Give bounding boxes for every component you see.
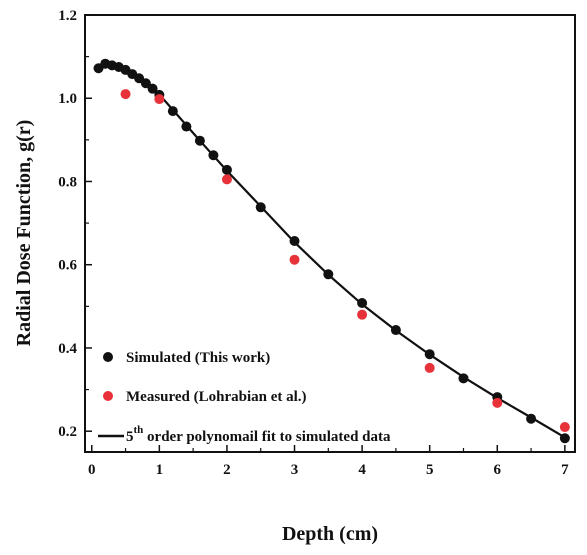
y-tick-label: 0.2 [58, 424, 77, 440]
fit-line-layer [98, 62, 566, 439]
plot-frame [84, 14, 576, 453]
simulated-point [140, 78, 151, 89]
measured-point [120, 89, 131, 100]
simulated-point [424, 349, 435, 360]
simulated-point [458, 373, 469, 384]
y-tick-label: 0.8 [58, 174, 77, 190]
simulated-point [526, 413, 537, 424]
fit-line [98, 62, 566, 439]
simulated-point [147, 83, 158, 94]
measured-point [424, 362, 435, 373]
legend-label-simulated: Simulated (This work) [126, 350, 270, 366]
legend-marker-simulated [103, 352, 113, 362]
simulated-point [255, 202, 266, 213]
x-tick-label: 2 [223, 462, 231, 478]
measured-point [559, 422, 570, 433]
legend-fit-rest: order polynomail fit to simulated data [143, 429, 391, 445]
simulated-point [390, 325, 401, 336]
simulated-point [357, 298, 368, 309]
x-tick-label: 6 [494, 462, 502, 478]
simulated-point [181, 121, 192, 132]
simulated-point [194, 135, 205, 146]
y-tick-label: 1.0 [58, 91, 77, 107]
measured-point [492, 397, 503, 408]
legend-label-measured: Measured (Lohrabian et al.) [126, 389, 307, 405]
legend-label-fit: 5th order polynomail fit to simulated da… [126, 424, 391, 445]
y-tick-label: 1.2 [58, 8, 77, 24]
x-tick-label: 4 [358, 462, 366, 478]
x-axis-title: Depth (cm) [282, 523, 378, 545]
legend-fit-number: 5 [126, 429, 134, 445]
axis-ticks: 0 1 2 3 4 5 6 7 0.2 0.4 0.6 0.8 1.0 1.2 [58, 8, 569, 478]
measured-point [357, 309, 368, 320]
y-tick-label: 0.6 [58, 258, 77, 274]
y-tick-label: 0.4 [58, 341, 77, 357]
x-tick-label: 5 [426, 462, 434, 478]
simulated-point [167, 106, 178, 117]
measured-point [154, 94, 165, 105]
data-points-layer [93, 58, 570, 444]
x-tick-label: 3 [291, 462, 299, 478]
y-axis-title: Radial Dose Function, g(r) [13, 120, 35, 347]
measured-point [221, 174, 232, 185]
simulated-point [221, 164, 232, 175]
simulated-point [208, 150, 219, 161]
measured-point [289, 254, 300, 265]
simulated-point [289, 235, 300, 246]
simulated-point [323, 269, 334, 280]
legend-marker-measured [103, 391, 113, 401]
legend: Simulated (This work) Measured (Lohrabia… [98, 350, 391, 445]
x-tick-label: 1 [156, 462, 164, 478]
x-tick-label: 0 [88, 462, 96, 478]
legend-fit-superscript: th [134, 424, 144, 436]
x-tick-label: 7 [561, 462, 569, 478]
simulated-point [559, 433, 570, 444]
